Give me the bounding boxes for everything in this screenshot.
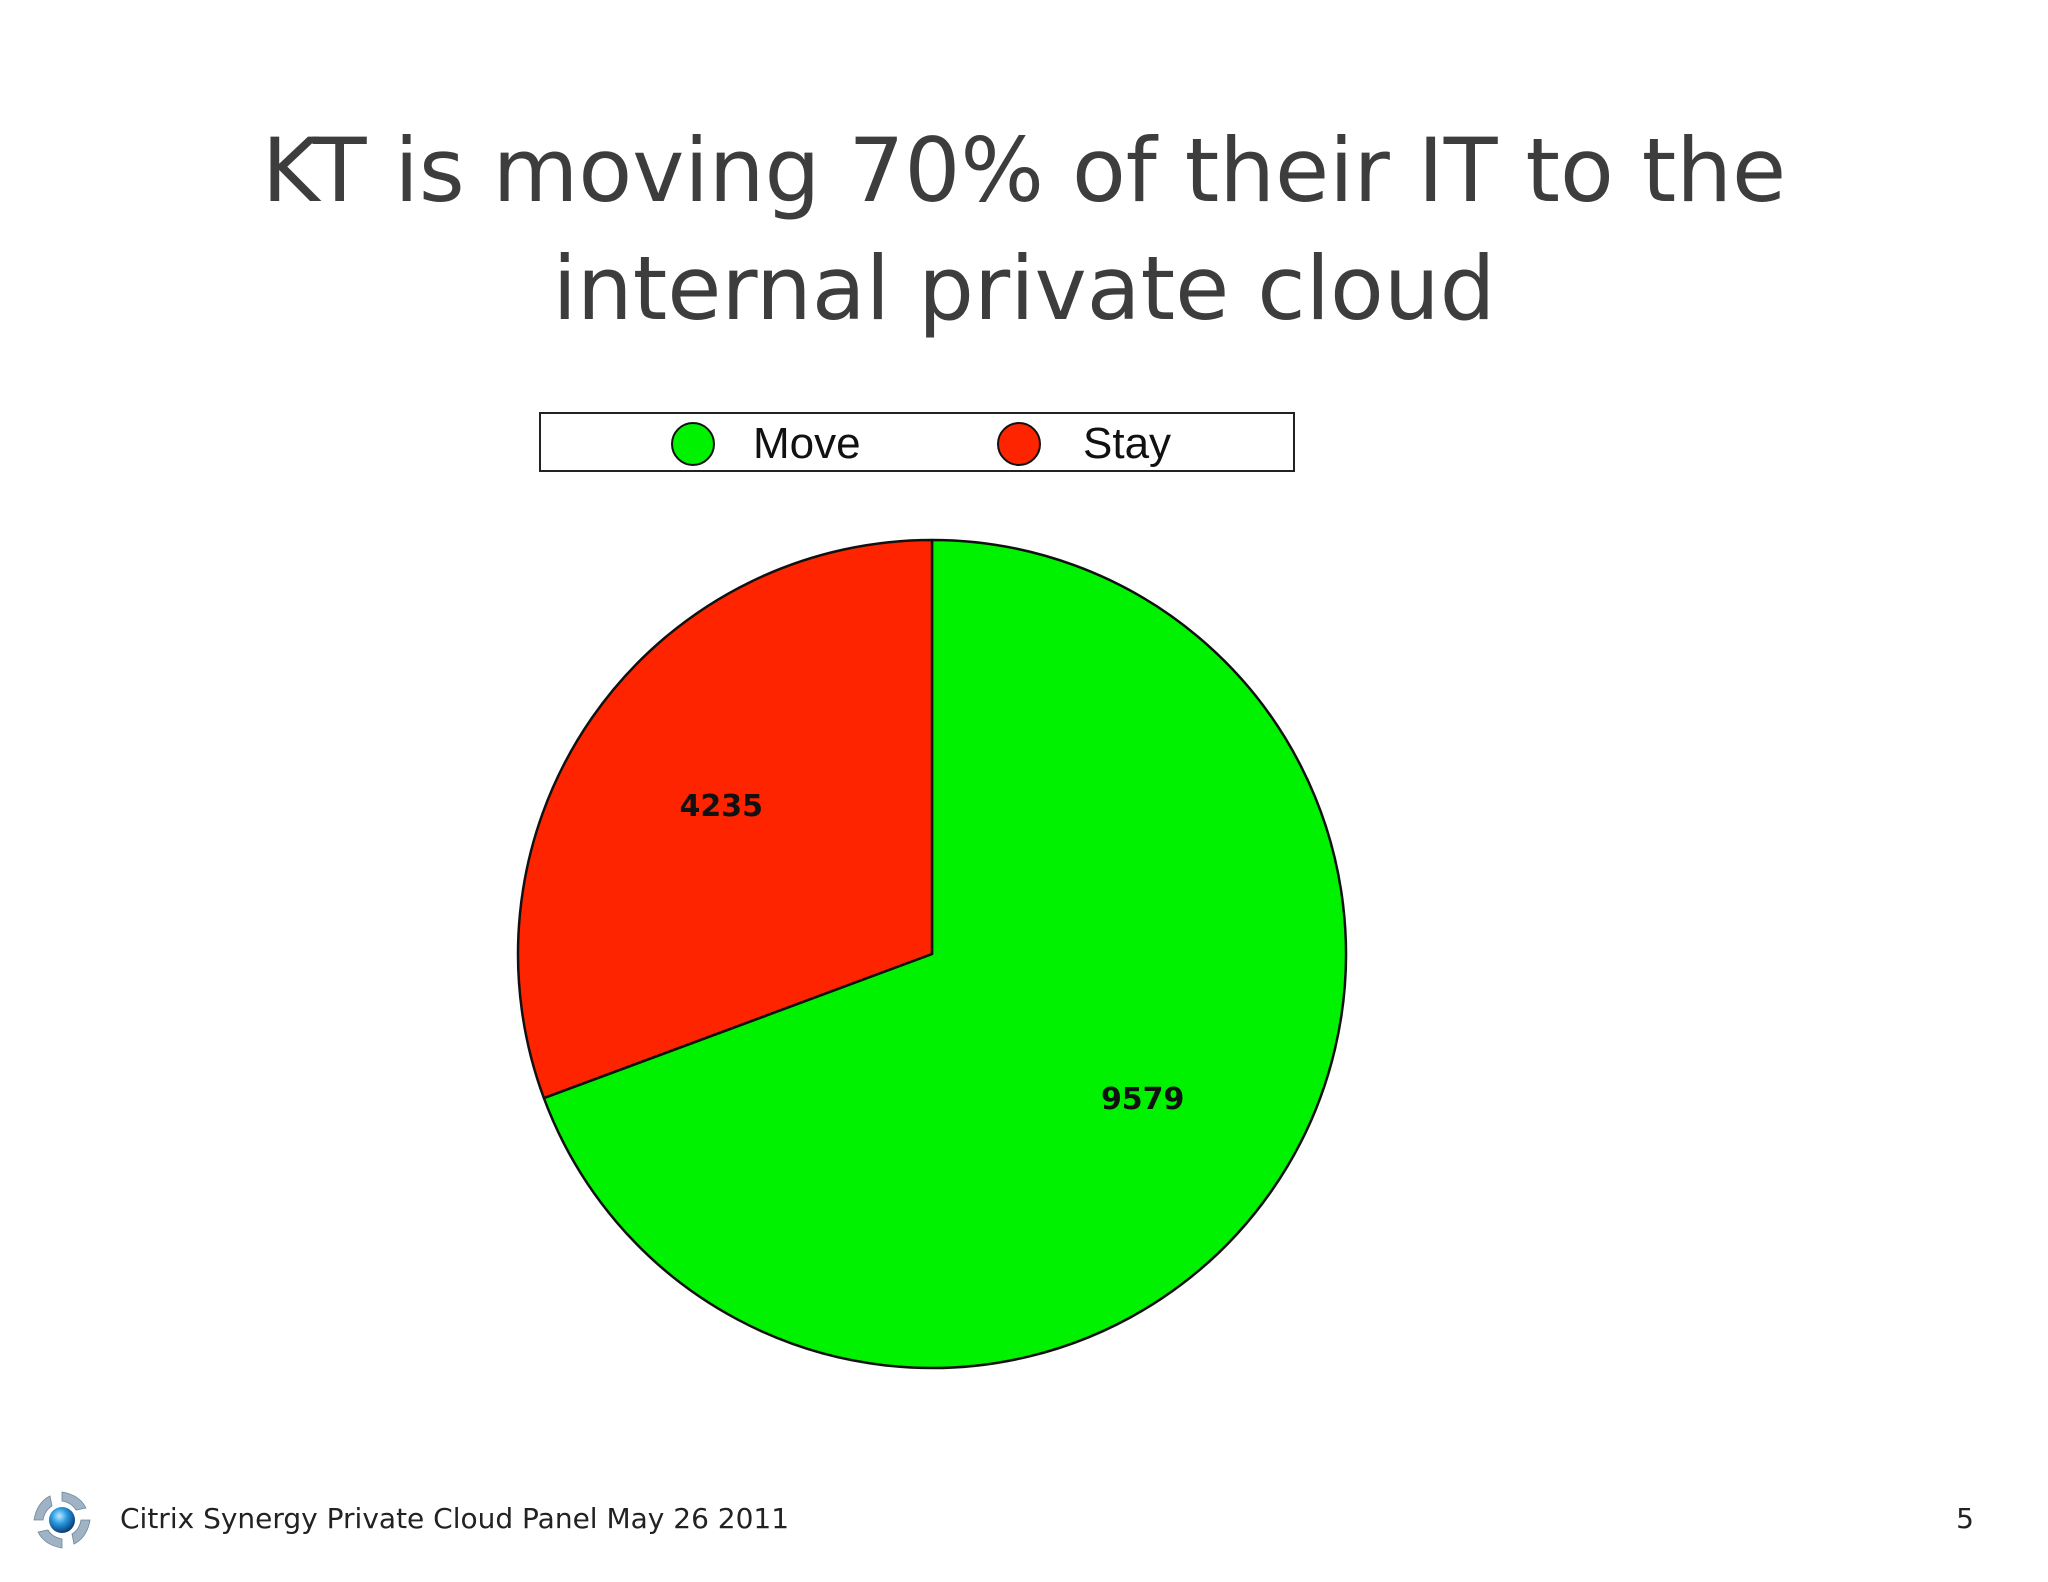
legend-label-move: Move xyxy=(753,419,861,468)
page-number: 5 xyxy=(1956,1502,1974,1535)
pie-label-move: 9579 xyxy=(1101,1082,1185,1117)
legend-label-stay: Stay xyxy=(1083,419,1172,468)
pie-slice-move xyxy=(542,538,1348,1370)
chart-legend: Move Stay xyxy=(539,412,1295,472)
pie-label-stay: 4235 xyxy=(680,789,764,824)
legend-swatch-stay xyxy=(997,422,1041,466)
legend-swatch-move xyxy=(671,422,715,466)
pie-slice-stay xyxy=(516,538,934,1100)
citrix-logo-icon xyxy=(33,1491,91,1549)
slide-title: KT is moving 70% of their IT to the inte… xyxy=(0,112,2048,348)
slide-title-line-2: internal private cloud xyxy=(552,237,1496,340)
footer-text: Citrix Synergy Private Cloud Panel May 2… xyxy=(120,1502,790,1535)
slide-title-line-1: KT is moving 70% of their IT to the xyxy=(261,119,1787,222)
